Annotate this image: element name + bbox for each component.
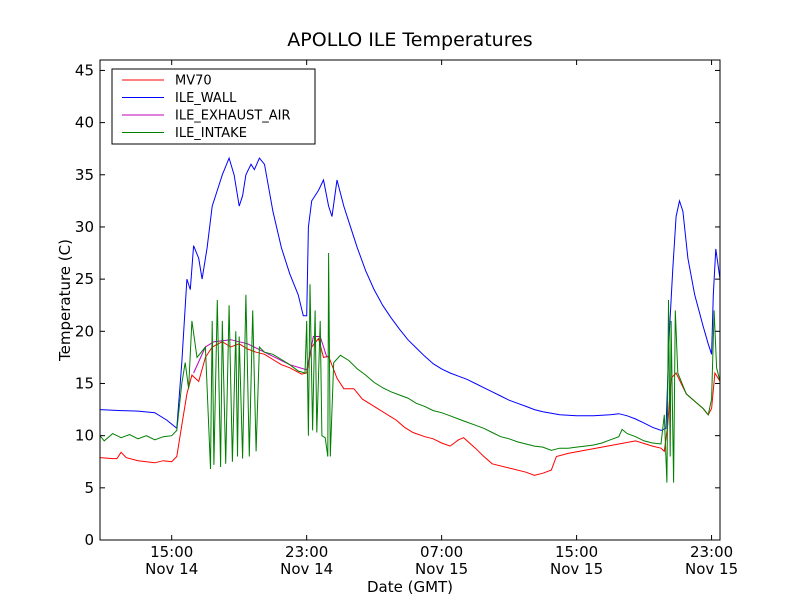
y-tick-label-3: 15	[75, 374, 94, 392]
y-axis-label: Temperature (C)	[56, 239, 74, 362]
plot-series	[99, 156, 721, 483]
series-line-0	[99, 337, 721, 476]
legend-box	[111, 68, 316, 145]
y-axis: 0 5 10 15 20 25 30 35 40 45	[75, 61, 720, 549]
x-tick-time-1: 23:00	[285, 543, 328, 561]
series-line-3	[99, 252, 721, 483]
x-tick-date-1: Nov 14	[280, 560, 333, 578]
x-tick-time-4: 23:00	[690, 543, 733, 561]
chart-title: APOLLO ILE Temperatures	[287, 29, 532, 51]
y-tick-label-8: 40	[75, 114, 94, 132]
y-tick-label-1: 5	[84, 479, 94, 497]
y-tick-label-4: 20	[75, 322, 94, 340]
y-tick-label-7: 35	[75, 166, 94, 184]
legend-label-3: ILE_INTAKE	[175, 126, 247, 141]
x-tick-date-4: Nov 15	[685, 560, 738, 578]
x-tick-time-0: 15:00	[150, 543, 193, 561]
legend-label-1: ILE_WALL	[175, 91, 237, 106]
y-tick-label-2: 10	[75, 427, 94, 445]
y-tick-label-0: 0	[84, 531, 94, 549]
x-tick-time-3: 15:00	[555, 543, 598, 561]
x-axis-label: Date (GMT)	[367, 578, 453, 596]
x-tick-date-0: Nov 14	[145, 560, 198, 578]
legend: MV70 ILE_WALL ILE_EXHAUST_AIR ILE_INTAKE	[111, 68, 316, 145]
plot-frame	[99, 59, 721, 541]
y-tick-label-5: 25	[75, 270, 94, 288]
series-line-1	[99, 156, 721, 431]
y-tick-label-9: 45	[75, 61, 94, 79]
y-tick-label-6: 30	[75, 218, 94, 236]
legend-label-0: MV70	[175, 74, 212, 89]
x-tick-date-2: Nov 15	[415, 560, 468, 578]
x-tick-date-3: Nov 15	[550, 560, 603, 578]
legend-label-2: ILE_EXHAUST_AIR	[175, 109, 291, 124]
x-tick-time-2: 07:00	[420, 543, 463, 561]
